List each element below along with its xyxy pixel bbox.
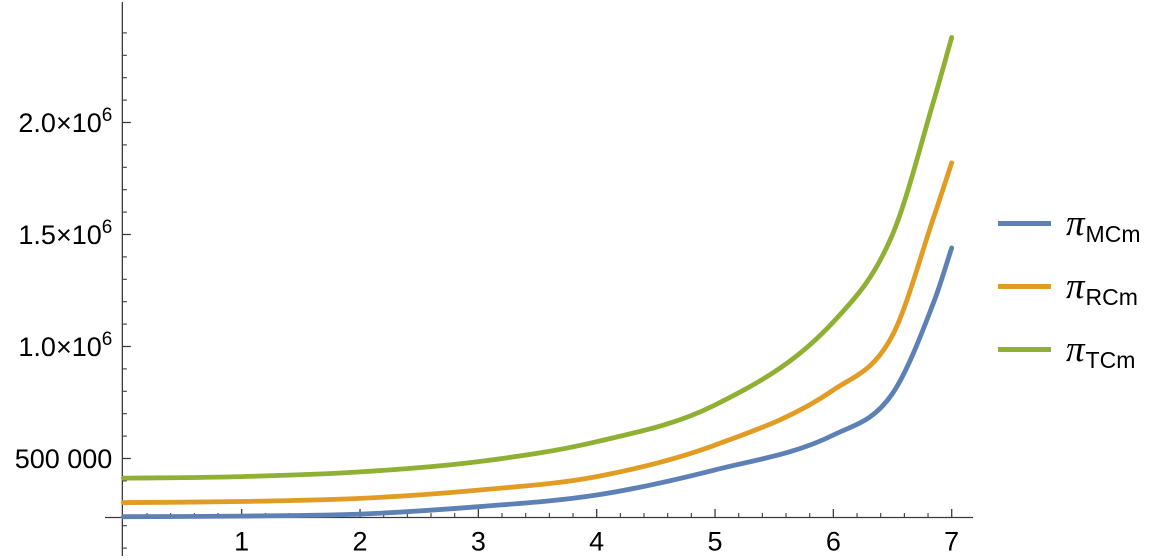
- curve-pi-tcm: [120, 35, 955, 481]
- x-tick-label: 6: [826, 527, 841, 557]
- y-tick-label: 1.5×106: [18, 217, 112, 250]
- y-ticks: 500 000 1.0×106 1.5×106 2.0×106: [15, 32, 131, 549]
- pi-subscript: TCm: [1085, 347, 1136, 373]
- y-tick-label: 1.0×106: [18, 329, 112, 362]
- pi-symbol: π: [1066, 203, 1085, 244]
- legend-label-pi-tcm: πTCm: [1066, 329, 1135, 372]
- pi-subscript: RCm: [1085, 284, 1138, 310]
- pi-subscript: MCm: [1085, 221, 1141, 247]
- legend-item-pi-mcm: πMCm: [998, 192, 1140, 255]
- legend-item-pi-tcm: πTCm: [998, 318, 1139, 381]
- legend-label-pi-mcm: πMCm: [1066, 203, 1140, 246]
- x-tick-label: 4: [589, 527, 604, 557]
- pi-symbol: π: [1066, 329, 1085, 370]
- legend-label-pi-rcm: πRCm: [1066, 266, 1138, 309]
- legend-swatch-orange-line: [998, 284, 1051, 289]
- x-tick-label: 3: [471, 527, 486, 557]
- x-tick-label: 7: [944, 527, 959, 557]
- y-tick-label: 500 000: [15, 444, 113, 474]
- legend: πMCm πRCm πTCm: [998, 192, 1140, 381]
- x-tick-label: 2: [353, 527, 368, 557]
- x-tick-label: 5: [708, 527, 723, 557]
- curve-pi-mcm: [120, 245, 955, 520]
- legend-item-pi-rcm: πRCm: [998, 255, 1139, 318]
- pi-symbol: π: [1066, 266, 1085, 307]
- curve-pi-rcm: [120, 160, 955, 505]
- legend-swatch-blue-line: [998, 221, 1051, 226]
- x-tick-label: 1: [234, 527, 249, 557]
- y-tick-label: 2.0×106: [18, 105, 112, 138]
- legend-swatch-green-line: [998, 347, 1051, 352]
